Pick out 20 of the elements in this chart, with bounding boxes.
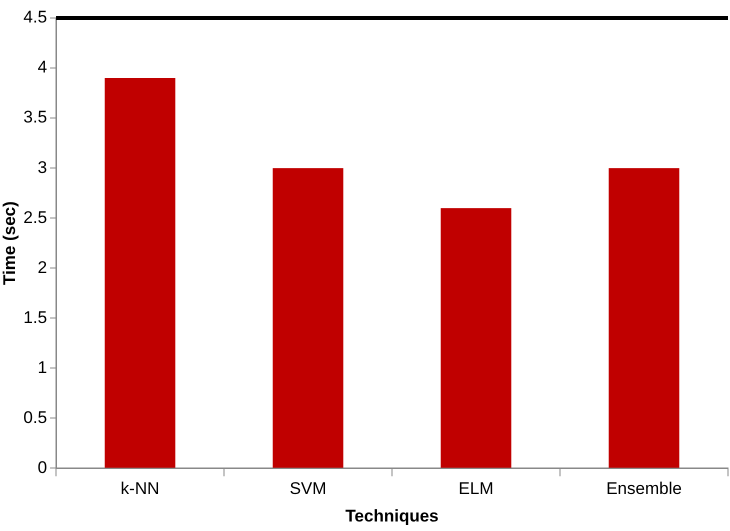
y-tick-label: 4: [38, 58, 48, 77]
y-axis-title: Time (sec): [0, 201, 19, 285]
bar: [440, 208, 512, 468]
y-tick-label: 2.5: [23, 208, 48, 227]
bar: [272, 168, 344, 468]
y-tick-label: 3: [38, 158, 48, 177]
y-tick-label: 4.5: [23, 8, 48, 27]
y-tick-label: 0: [38, 458, 48, 477]
x-tick-label: k-NN: [120, 479, 160, 498]
y-tick-label: 0.5: [23, 408, 48, 427]
bar: [608, 168, 680, 468]
y-tick-label: 1.5: [23, 308, 48, 327]
x-tick-label: ELM: [458, 479, 494, 498]
y-tick-label: 3.5: [23, 108, 48, 127]
y-tick-label: 2: [38, 258, 48, 277]
x-tick-label: Ensemble: [606, 479, 682, 498]
x-tick-label: SVM: [290, 479, 326, 498]
bar: [104, 78, 176, 468]
x-axis-title: Techniques: [345, 506, 439, 526]
y-tick-label: 1: [38, 358, 48, 377]
